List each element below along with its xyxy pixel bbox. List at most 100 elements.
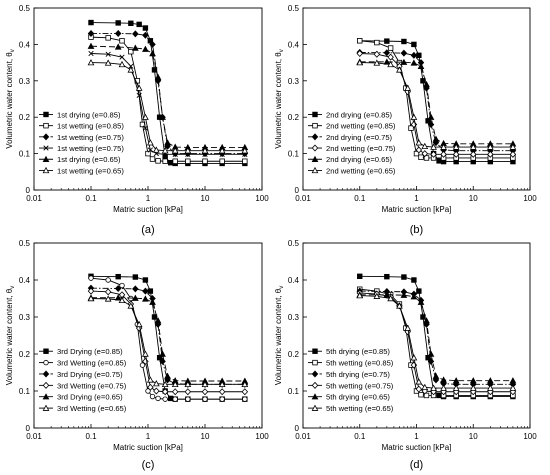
series-point <box>452 377 460 384</box>
series-point <box>356 291 364 299</box>
legend-item: 2nd wetting (e=0.75) <box>308 144 396 153</box>
legend-marker <box>42 133 50 141</box>
x-tick-label: 10 <box>469 432 478 441</box>
x-tick-label: 0.1 <box>354 194 366 203</box>
series-point <box>415 139 423 146</box>
legend-item: 3rd Drying (e=0.75) <box>39 370 123 379</box>
x-tick-label: 0.1 <box>85 432 97 441</box>
series-point <box>142 31 149 39</box>
legend-marker <box>42 404 50 411</box>
series-point <box>161 147 169 154</box>
series-point <box>427 113 435 120</box>
series-line <box>359 294 513 382</box>
series-point <box>146 139 154 146</box>
x-tick-label: 100 <box>255 432 269 441</box>
series-point <box>408 125 414 131</box>
series-point <box>104 288 112 296</box>
series-point <box>469 143 477 150</box>
series-point <box>127 66 135 73</box>
x-tick-label: 10 <box>201 194 210 203</box>
series-point <box>118 60 126 68</box>
y-tick-label: 0.4 <box>288 276 300 285</box>
legend-label: 2nd drying (e=0.75) <box>326 133 393 142</box>
legend-marker <box>43 348 49 354</box>
legend-item: 3rd Wetting (e=0.85) <box>39 359 127 368</box>
legend-marker <box>43 145 49 151</box>
legend-item: 1st wetting (e=0.75) <box>39 144 124 153</box>
y-tick-label: 0.4 <box>19 276 31 285</box>
legend-item: 1st drying (e=0.65) <box>39 155 121 164</box>
series-point <box>218 380 226 388</box>
series-point <box>87 287 95 295</box>
legend-marker <box>42 166 50 174</box>
series-point <box>142 287 149 295</box>
series-point <box>418 391 424 398</box>
series-point <box>387 60 394 68</box>
series-4 <box>87 287 249 396</box>
x-axis-label: Matric suction [kPa] <box>113 443 183 452</box>
series-point <box>421 142 429 150</box>
series-point <box>152 146 160 153</box>
legend-item: 3rd Drying (e=0.65) <box>39 393 123 402</box>
chart-panel-1: 0 0.1 0.2 0.3 0.4 0.5 0.01 0.1 1 10 100 Matric suct… <box>5 4 269 236</box>
series-point <box>145 388 151 394</box>
legend-item: 5th wetting (e=0.85) <box>308 359 394 368</box>
y-tick-label: 0.5 <box>288 4 300 13</box>
series-point <box>423 155 430 161</box>
y-tick-label: 0.2 <box>19 113 31 122</box>
series-point <box>185 158 191 164</box>
series-point <box>162 396 168 402</box>
y-tick-label: 0.2 <box>19 350 31 359</box>
legend-label: 2nd wetting (e=0.85) <box>326 122 396 131</box>
y-tick-label: 0.3 <box>288 313 300 322</box>
x-tick-label: 1 <box>146 432 151 441</box>
y-tick-label: 0.5 <box>19 4 31 13</box>
series-point <box>185 396 191 402</box>
series-point <box>452 150 460 158</box>
y-axis-label-subscript: v <box>10 49 16 52</box>
legend-item: 2nd wetting (e=0.85) <box>308 122 396 131</box>
series-point <box>147 288 154 294</box>
series-point <box>400 291 408 298</box>
y-axis-label-subscript: v <box>279 49 285 52</box>
panel-label: (c) <box>142 459 155 471</box>
legend-item: 2nd drying (e=0.75) <box>308 133 393 142</box>
y-axis-label: Volumetric water content, θv <box>274 286 285 386</box>
series-point <box>384 273 390 280</box>
series-point <box>128 48 134 55</box>
legend: 3rd Drying (e=0.85) 3rd Wetting (e=0.85) 3… <box>39 347 127 413</box>
series-point <box>167 395 174 402</box>
legend-marker <box>311 370 319 378</box>
series-point <box>241 388 249 396</box>
series-point <box>119 54 125 60</box>
series-point <box>88 19 94 26</box>
y-tick-label: 0.2 <box>288 113 300 122</box>
legend-label: 3rd Wetting (e=0.65) <box>57 404 127 413</box>
legend-label: 5th drying (e=0.65) <box>326 393 390 402</box>
y-tick-label: 0.1 <box>288 387 300 396</box>
series-2 <box>88 34 248 164</box>
series-5 <box>356 291 517 384</box>
legend-item: 1st wetting (e=0.85) <box>39 122 124 131</box>
series-point <box>147 147 153 153</box>
series-point <box>149 40 156 48</box>
series-point <box>242 158 248 164</box>
legend-label: 5th drying (e=0.85) <box>326 347 390 356</box>
legend-marker <box>311 404 319 411</box>
series-point <box>404 84 412 91</box>
y-axis-label: Volumetric water content, θv <box>274 49 285 149</box>
series-point <box>171 147 179 154</box>
y-tick-label: 0.3 <box>19 77 31 86</box>
legend-label: 1st wetting (e=0.75) <box>57 144 124 153</box>
series-point <box>410 354 418 361</box>
series-point <box>356 59 364 66</box>
x-tick-label: 1 <box>414 194 419 203</box>
legend-item: 5th drying (e=0.85) <box>308 347 390 356</box>
legend-item: 2nd drying (e=0.65) <box>308 155 393 164</box>
legend: 1st drying (e=0.85) 1st wetting (e=0.85) 1… <box>39 110 124 175</box>
y-tick-label: 0.5 <box>288 239 300 248</box>
series-point <box>159 113 166 120</box>
series-point <box>135 320 143 328</box>
x-tick-label: 100 <box>255 194 269 203</box>
